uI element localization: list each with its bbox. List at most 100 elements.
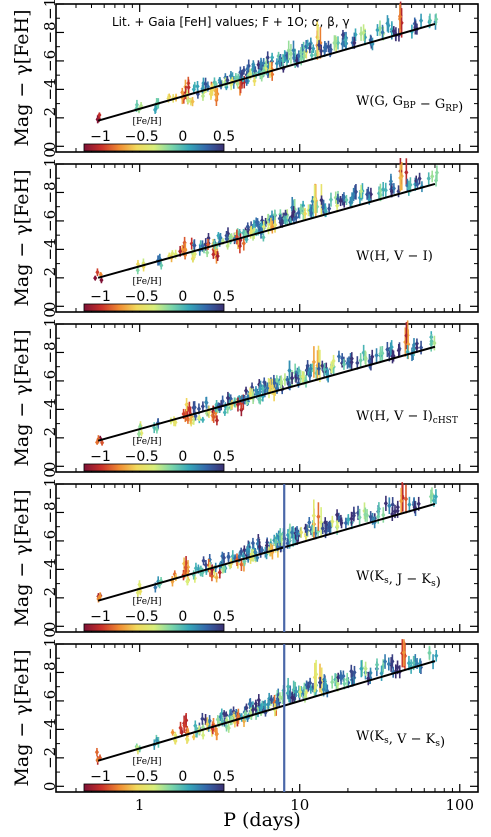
data-point xyxy=(250,540,256,547)
data-point xyxy=(190,255,195,262)
data-point xyxy=(344,196,349,204)
data-point xyxy=(215,253,220,260)
data-point xyxy=(190,98,195,105)
data-point xyxy=(263,701,268,708)
data-point xyxy=(250,706,256,713)
colorbar-title: [Fe/H] xyxy=(133,757,162,767)
data-point xyxy=(283,217,288,224)
data-point xyxy=(358,30,364,37)
data-point xyxy=(262,379,267,386)
data-point xyxy=(97,112,102,119)
data-point xyxy=(345,676,350,683)
colorbar-tick-label: −0.5 xyxy=(125,609,159,625)
data-point xyxy=(170,729,175,736)
panel-label: W(H, V − I) xyxy=(356,249,433,264)
data-point xyxy=(388,178,394,185)
data-point xyxy=(241,67,247,74)
data-point xyxy=(399,497,404,505)
panel-label-sub: BP xyxy=(403,101,416,111)
panel-label-mid: − G xyxy=(416,97,446,112)
data-point xyxy=(280,219,285,226)
data-point xyxy=(330,518,335,525)
data-point xyxy=(264,542,270,549)
panel-label-main: W(K xyxy=(356,569,384,584)
data-point xyxy=(291,208,296,215)
y-tick-label: −2 xyxy=(41,107,59,129)
panel-frame xyxy=(55,163,479,313)
colorbar-tick-label: 0 xyxy=(178,609,187,625)
y-tick-label: 0 xyxy=(41,142,59,152)
data-point xyxy=(215,716,220,723)
data-point xyxy=(99,439,105,446)
data-point xyxy=(183,564,188,571)
data-point xyxy=(308,40,313,47)
colorbar-title: [Fe/H] xyxy=(133,117,162,127)
fit-line xyxy=(97,345,436,442)
data-point xyxy=(286,47,291,54)
data-point xyxy=(430,173,435,180)
data-point xyxy=(359,665,364,672)
data-point xyxy=(278,531,283,538)
data-point xyxy=(221,554,227,561)
data-point xyxy=(274,376,279,383)
data-point xyxy=(234,556,240,563)
y-tick-label: −10 xyxy=(41,0,59,20)
data-point xyxy=(387,502,392,509)
data-point xyxy=(184,401,189,408)
data-point xyxy=(320,525,325,532)
data-point xyxy=(136,430,142,438)
data-point xyxy=(95,269,100,276)
data-point xyxy=(390,658,395,665)
data-point xyxy=(218,234,223,241)
colorbar-tick-label: 0 xyxy=(178,769,187,785)
data-point xyxy=(238,84,243,91)
colorbar-tick-label: −0.5 xyxy=(125,769,159,785)
data-point xyxy=(390,501,395,508)
y-tick-label: −8 xyxy=(41,661,59,683)
colorbar-title: [Fe/H] xyxy=(133,437,162,447)
data-point xyxy=(296,53,301,60)
x-tick-label: 1 xyxy=(135,796,145,814)
data-point xyxy=(259,704,264,711)
data-point xyxy=(302,52,307,59)
data-point xyxy=(298,688,303,696)
data-point xyxy=(135,589,140,596)
y-axis-label: Mag − γ[FeH] xyxy=(11,169,33,306)
data-point xyxy=(335,681,340,688)
data-point xyxy=(345,360,350,367)
data-point xyxy=(274,699,280,706)
data-point xyxy=(434,169,440,176)
data-point xyxy=(351,191,356,198)
data-point xyxy=(242,558,247,565)
data-point xyxy=(349,355,354,362)
data-point xyxy=(306,683,311,690)
panel-label-sub: s xyxy=(384,736,389,746)
data-point xyxy=(205,249,210,256)
colorbar-tick-label: 0.5 xyxy=(213,129,235,145)
data-point xyxy=(269,696,274,703)
colorbar-tick-label: 0.5 xyxy=(213,449,235,465)
data-point xyxy=(335,523,340,530)
panel-label: W(Ks, J − Ks) xyxy=(356,569,441,590)
data-point xyxy=(286,683,291,690)
data-point xyxy=(242,546,247,554)
data-point xyxy=(298,205,304,212)
data-point xyxy=(294,214,299,221)
data-point xyxy=(172,737,178,744)
panel-label-end: ) xyxy=(458,100,463,115)
y-tick-label: −6 xyxy=(41,370,59,392)
y-tick-label: −10 xyxy=(41,628,59,660)
data-point xyxy=(383,187,388,194)
data-point xyxy=(329,364,334,371)
data-point xyxy=(319,47,324,55)
panel-label-end: ) xyxy=(436,575,441,590)
data-point xyxy=(289,529,295,536)
data-point xyxy=(428,493,434,500)
data-point xyxy=(357,514,362,521)
data-point xyxy=(188,416,193,423)
data-point xyxy=(239,548,244,555)
data-point xyxy=(381,511,386,518)
data-point xyxy=(235,80,240,87)
data-point xyxy=(355,359,360,366)
